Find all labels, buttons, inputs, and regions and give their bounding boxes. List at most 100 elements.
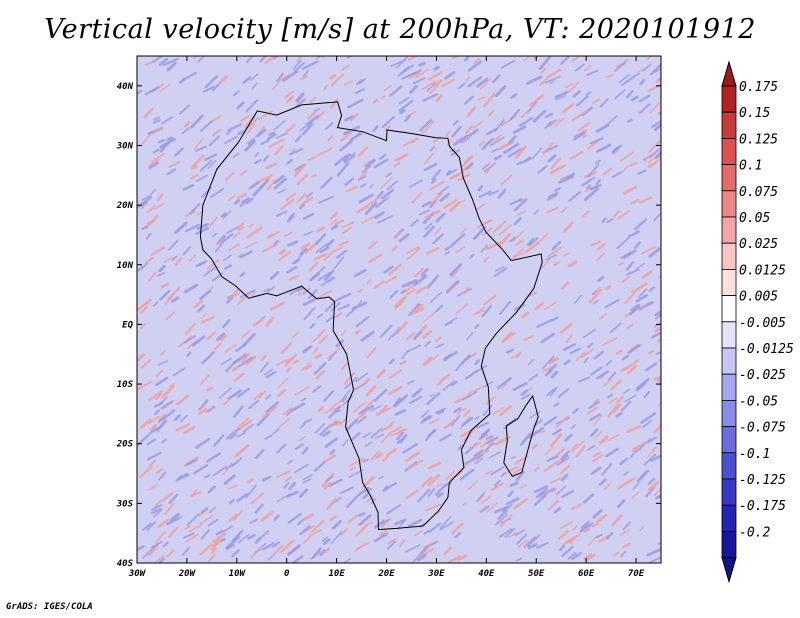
field-streak [238, 356, 254, 368]
field-streak [286, 490, 299, 498]
field-streak [543, 415, 558, 427]
field-streak [436, 483, 443, 487]
field-streak [406, 344, 421, 353]
field-streak [638, 288, 648, 298]
field-streak [224, 171, 235, 181]
field-streak [386, 540, 396, 550]
field-streak [148, 483, 159, 491]
colorbar-box [721, 321, 737, 349]
field-streak [276, 493, 291, 503]
field-streak [421, 200, 432, 208]
field-streak [632, 482, 640, 491]
field-streak [148, 390, 164, 401]
field-streak [315, 110, 325, 120]
field-streak [442, 351, 458, 361]
field-streak [513, 250, 527, 259]
field-streak [359, 183, 367, 188]
field-streak [394, 153, 409, 162]
field-streak [302, 69, 310, 78]
field-streak [195, 174, 208, 182]
field-streak [658, 274, 661, 279]
field-streak [408, 179, 423, 188]
field-streak [499, 514, 513, 527]
field-streak [328, 478, 343, 488]
field-streak [379, 529, 387, 537]
field-streak [476, 77, 489, 88]
field-streak [236, 417, 250, 430]
field-streak [648, 556, 661, 563]
field-streak [355, 315, 370, 328]
field-streak [250, 73, 259, 81]
field-streak [556, 456, 570, 466]
lat-tick-label: 30N [116, 141, 134, 151]
field-streak [498, 232, 512, 247]
field-streak [276, 210, 287, 217]
field-streak [435, 304, 444, 313]
field-streak [286, 158, 294, 165]
field-streak [261, 475, 272, 482]
colorbar-level-label: 0.005 [739, 290, 778, 305]
field-streak [224, 264, 233, 270]
field-streak [592, 451, 602, 458]
field-streak [406, 332, 416, 340]
field-streak [598, 435, 609, 445]
field-streak [199, 514, 214, 525]
field-streak [225, 360, 237, 373]
field-streak [221, 210, 227, 216]
field-streak [303, 533, 314, 544]
field-streak [572, 90, 581, 98]
field-streak [302, 418, 313, 424]
field-streak [272, 81, 281, 90]
field-streak [497, 509, 508, 520]
field-streak [137, 89, 143, 95]
field-streak [319, 549, 326, 557]
field-streak [282, 407, 293, 416]
colorbar-level-label: -0.0125 [739, 342, 794, 357]
field-streak [370, 427, 383, 439]
field-streak [555, 415, 569, 429]
field-streak [265, 401, 280, 413]
field-streak [273, 56, 278, 60]
field-streak [399, 360, 407, 366]
field-streak [523, 335, 534, 341]
lon-tick-label: 50E [528, 569, 545, 579]
field-streak [324, 407, 338, 414]
field-streak [426, 392, 441, 405]
field-streak [559, 464, 571, 475]
field-streak [343, 372, 355, 386]
field-streak [542, 365, 553, 372]
madagascar-coastline [503, 394, 539, 478]
field-streak [510, 93, 518, 99]
field-streak [174, 414, 181, 421]
field-streak [485, 128, 498, 136]
field-streak [300, 74, 308, 81]
field-streak [321, 430, 332, 437]
field-streak [308, 261, 319, 272]
field-streak [228, 498, 235, 505]
field-streak [200, 119, 214, 132]
field-streak [587, 342, 594, 349]
field-streak [357, 300, 363, 307]
field-streak [152, 118, 161, 124]
field-streak [429, 146, 436, 152]
field-streak [153, 301, 159, 307]
field-streak [344, 177, 355, 186]
field-streak [575, 351, 587, 362]
lat-tick-label: 40N [117, 82, 134, 92]
field-streak [435, 94, 443, 103]
field-streak [177, 474, 183, 480]
colorbar-level-label: -0.05 [739, 394, 778, 409]
field-streak [233, 353, 247, 364]
field-streak [515, 557, 523, 562]
field-streak [313, 362, 327, 375]
field-streak [216, 234, 226, 246]
field-streak [335, 409, 341, 414]
field-streak [289, 287, 301, 296]
field-streak [338, 240, 350, 247]
field-streak [650, 454, 661, 462]
field-streak [203, 265, 218, 277]
field-streak [212, 532, 227, 544]
field-streak [264, 56, 267, 58]
field-streak [611, 145, 620, 153]
field-streak [268, 138, 285, 148]
